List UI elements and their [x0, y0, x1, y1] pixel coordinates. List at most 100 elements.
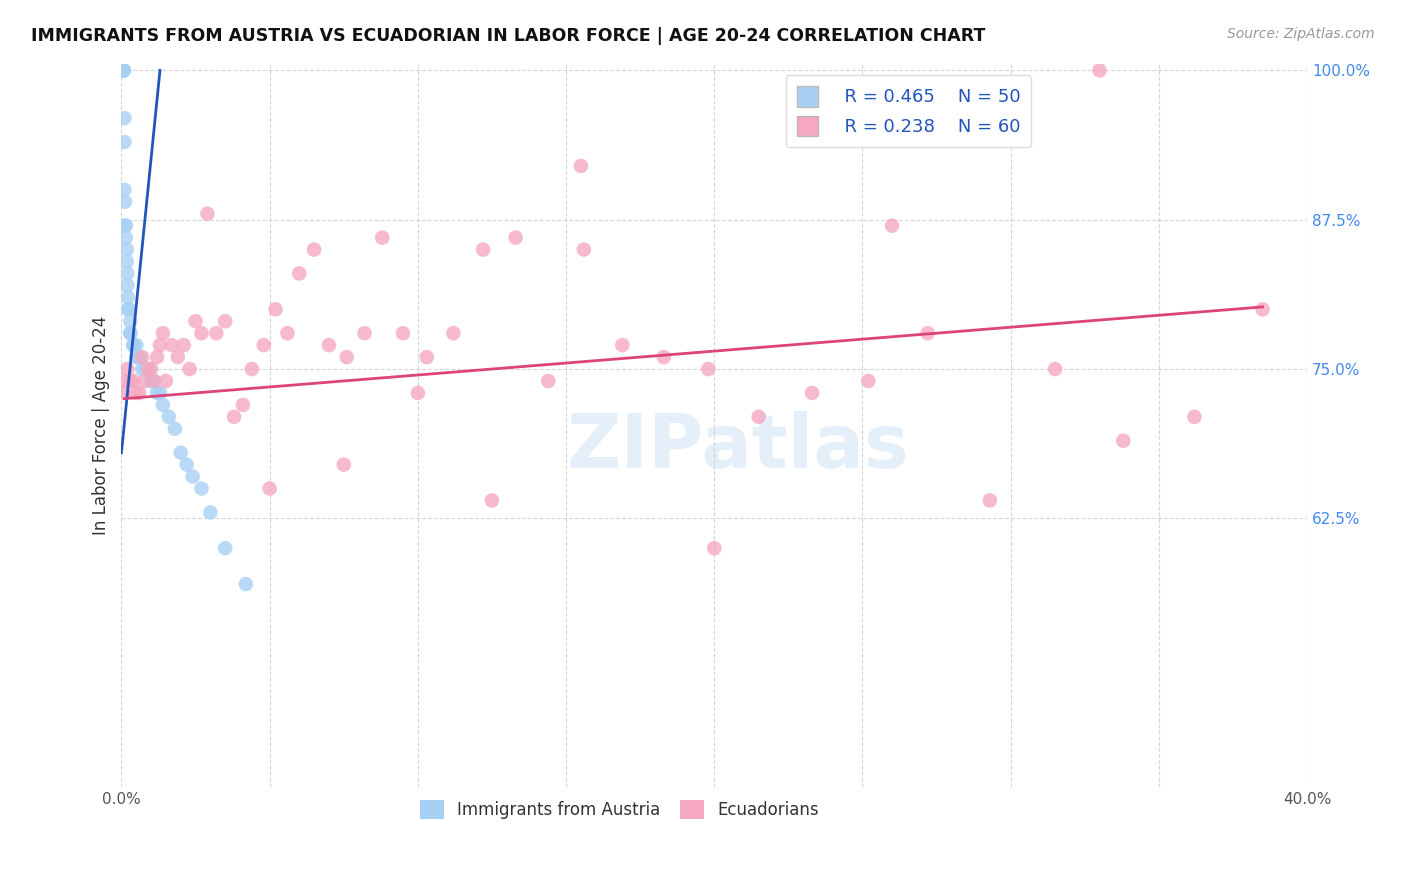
- Point: [222, 409, 245, 424]
- Point: [115, 254, 138, 268]
- Point: [111, 63, 134, 78]
- Point: [181, 469, 204, 483]
- Point: [858, 374, 880, 388]
- Point: [441, 326, 464, 341]
- Point: [136, 362, 159, 376]
- Point: [131, 350, 153, 364]
- Point: [235, 577, 257, 591]
- Point: [569, 159, 592, 173]
- Point: [146, 350, 169, 364]
- Point: [801, 385, 824, 400]
- Point: [136, 362, 159, 376]
- Point: [652, 350, 675, 364]
- Point: [125, 350, 148, 364]
- Point: [115, 243, 138, 257]
- Point: [146, 385, 169, 400]
- Point: [1043, 362, 1066, 376]
- Point: [122, 338, 145, 352]
- Point: [371, 230, 394, 244]
- Point: [114, 194, 136, 209]
- Point: [179, 362, 201, 376]
- Point: [240, 362, 263, 376]
- Point: [302, 243, 325, 257]
- Text: ZIPatlas: ZIPatlas: [567, 411, 910, 484]
- Point: [115, 219, 138, 233]
- Point: [697, 362, 720, 376]
- Point: [1251, 302, 1274, 317]
- Point: [190, 482, 212, 496]
- Point: [122, 374, 145, 388]
- Point: [114, 219, 136, 233]
- Point: [197, 207, 219, 221]
- Point: [264, 302, 287, 317]
- Point: [149, 338, 172, 352]
- Legend: Immigrants from Austria, Ecuadorians: Immigrants from Austria, Ecuadorians: [413, 793, 825, 826]
- Point: [173, 338, 195, 352]
- Point: [214, 541, 236, 556]
- Point: [353, 326, 375, 341]
- Point: [163, 422, 186, 436]
- Point: [117, 302, 139, 317]
- Point: [481, 493, 503, 508]
- Point: [200, 505, 222, 519]
- Point: [115, 230, 138, 244]
- Point: [152, 326, 174, 341]
- Point: [111, 63, 134, 78]
- Point: [112, 183, 135, 197]
- Point: [276, 326, 298, 341]
- Point: [259, 482, 281, 496]
- Point: [111, 63, 134, 78]
- Point: [184, 314, 207, 328]
- Point: [1112, 434, 1135, 448]
- Point: [117, 267, 139, 281]
- Point: [205, 326, 228, 341]
- Point: [118, 302, 141, 317]
- Point: [120, 326, 142, 341]
- Point: [748, 409, 770, 424]
- Point: [112, 63, 135, 78]
- Point: [117, 278, 139, 293]
- Point: [125, 338, 148, 352]
- Point: [232, 398, 254, 412]
- Point: [160, 338, 183, 352]
- Point: [612, 338, 634, 352]
- Point: [190, 326, 212, 341]
- Point: [143, 374, 166, 388]
- Point: [111, 63, 134, 78]
- Point: [979, 493, 1001, 508]
- Point: [128, 385, 150, 400]
- Point: [176, 458, 198, 472]
- Point: [134, 362, 156, 376]
- Point: [111, 63, 134, 78]
- Point: [166, 350, 188, 364]
- Y-axis label: In Labor Force | Age 20-24: In Labor Force | Age 20-24: [93, 316, 110, 535]
- Point: [111, 63, 134, 78]
- Point: [112, 385, 135, 400]
- Point: [112, 111, 135, 125]
- Point: [152, 398, 174, 412]
- Point: [1184, 409, 1206, 424]
- Point: [880, 219, 903, 233]
- Point: [120, 374, 142, 388]
- Point: [318, 338, 340, 352]
- Point: [112, 135, 135, 149]
- Point: [131, 362, 153, 376]
- Point: [112, 63, 135, 78]
- Text: IMMIGRANTS FROM AUSTRIA VS ECUADORIAN IN LABOR FORCE | AGE 20-24 CORRELATION CHA: IMMIGRANTS FROM AUSTRIA VS ECUADORIAN IN…: [31, 27, 986, 45]
- Point: [703, 541, 725, 556]
- Point: [253, 338, 276, 352]
- Point: [143, 374, 166, 388]
- Point: [128, 350, 150, 364]
- Point: [392, 326, 415, 341]
- Point: [472, 243, 495, 257]
- Point: [406, 385, 429, 400]
- Point: [214, 314, 236, 328]
- Point: [572, 243, 595, 257]
- Point: [139, 374, 162, 388]
- Point: [170, 445, 193, 459]
- Point: [332, 458, 354, 472]
- Point: [134, 362, 156, 376]
- Point: [134, 374, 156, 388]
- Point: [112, 374, 135, 388]
- Point: [505, 230, 527, 244]
